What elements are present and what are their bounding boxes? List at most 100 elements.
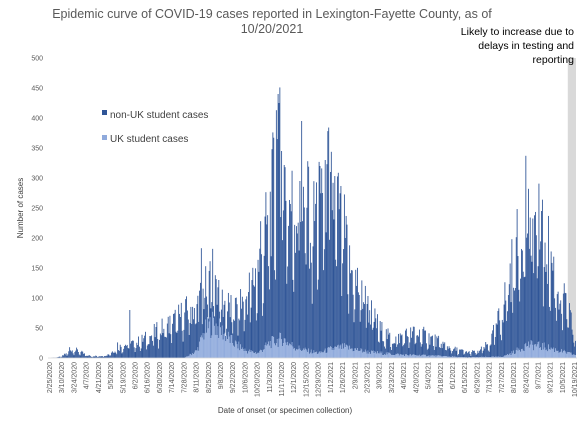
bar-non-uk [175,331,177,358]
bar-uk [415,354,417,358]
bar-uk [368,353,370,358]
bar-non-uk [353,322,355,352]
bar-uk [496,356,498,358]
bar-non-uk [213,306,214,318]
bar-non-uk [396,346,398,355]
x-tick-label: 9/22/2020 [230,362,237,393]
bar-non-uk [289,203,291,345]
bar-uk [525,342,527,358]
bar-non-uk [400,335,402,355]
bar-non-uk [105,355,107,358]
bar-non-uk [225,335,227,342]
bar-uk [187,356,189,358]
y-tick-label: 150 [31,266,43,273]
bar-uk [501,357,503,358]
bar-uk [289,344,291,358]
bar-uk [418,354,420,358]
bar-non-uk [151,335,153,358]
bar-uk [391,354,393,358]
bar-uk [253,352,255,358]
bar-non-uk [405,330,406,355]
bar-non-uk [237,335,239,349]
bar-non-uk [300,221,302,351]
x-tick-label: 5/19/2020 [120,362,127,393]
bar-uk [307,352,309,358]
bar-non-uk [537,266,539,343]
bar-non-uk [117,342,119,358]
bar-uk [469,357,471,358]
bar-uk [357,350,359,358]
bar-non-uk [201,324,203,338]
bar-non-uk [88,355,90,358]
bar-non-uk [473,350,474,358]
bar-uk [459,356,460,358]
bar-non-uk [548,306,550,350]
bar-non-uk [248,292,249,352]
bar-uk [268,345,270,358]
bar-non-uk [248,272,250,350]
bar-uk [289,343,290,358]
bar-uk [396,354,398,358]
bar-non-uk [306,207,308,351]
bar-uk [335,346,337,358]
bar-uk [237,348,239,358]
bar-non-uk [93,356,95,358]
bar-uk [502,356,504,358]
x-tick-label: 4/6/2021 [401,362,408,389]
bar-uk [544,347,546,358]
bar-non-uk [389,332,391,353]
bar-non-uk [513,287,515,351]
bar-non-uk [245,299,247,351]
bar-non-uk [63,355,64,358]
bar-non-uk [171,343,173,358]
bar-uk [473,357,475,358]
bar-non-uk [291,170,293,343]
bar-uk [454,356,456,358]
bar-non-uk [447,348,449,357]
bar-non-uk [464,353,466,358]
bar-uk [296,349,298,358]
bar-non-uk [371,329,373,352]
bar-uk [523,350,525,358]
bar-non-uk [220,322,221,328]
bar-non-uk [420,346,422,356]
x-tick-label: 5/4/2021 [426,362,433,389]
bar-non-uk [338,209,340,349]
bar-uk [361,349,363,358]
bar-uk [266,345,268,358]
bar-non-uk [130,343,132,358]
bar-uk [549,349,551,358]
bar-uk [460,356,462,358]
bar-non-uk [70,350,71,358]
bar-uk [369,352,371,358]
bar-uk [192,353,194,358]
bar-non-uk [322,192,324,353]
bar-non-uk [71,350,73,358]
bar-non-uk [149,336,151,358]
bar-non-uk [104,356,105,358]
bar-uk [351,348,353,358]
bar-non-uk [233,319,235,346]
bar-non-uk [359,321,361,351]
bar-non-uk [227,311,228,340]
bar-uk [514,354,515,358]
bar-non-uk [138,346,140,358]
bar-uk [529,344,531,358]
bar-uk [553,347,555,358]
bar-uk [455,357,457,358]
bar-non-uk [275,110,277,344]
bar-non-uk [480,349,481,358]
bar-non-uk [329,239,331,348]
bar-non-uk [241,296,243,348]
bar-non-uk [317,279,319,354]
bar-uk [294,348,296,358]
bar-uk [555,348,556,358]
bar-uk [430,355,432,358]
bar-uk [205,319,207,358]
bar-non-uk [512,312,514,354]
bar-non-uk [213,316,215,326]
x-tick-label: 3/23/2021 [389,362,396,393]
bar-non-uk [432,335,433,356]
bar-uk [227,331,229,358]
